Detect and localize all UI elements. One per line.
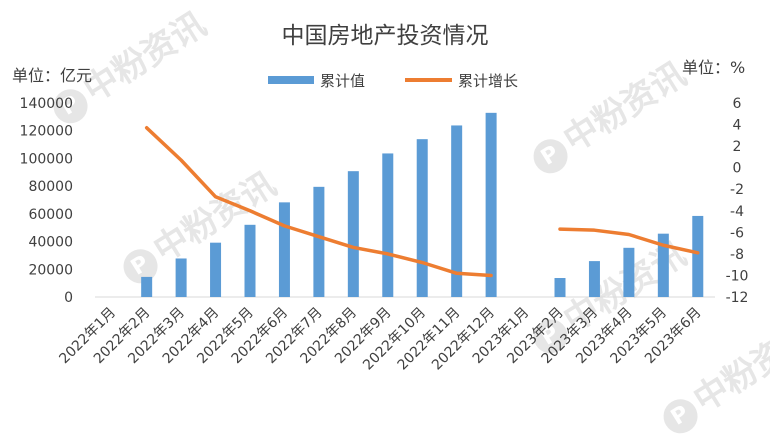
y-right-tick-label: 2: [733, 139, 742, 155]
line-segment: [558, 227, 700, 255]
chart-title: 中国房地产投资情况: [282, 23, 489, 49]
bar-mark: [554, 278, 566, 297]
y-left-tick-label: 80000: [28, 179, 73, 195]
y-right-tick-label: -2: [730, 182, 744, 198]
legend-label-line: 累计增长: [458, 72, 518, 90]
y-left-tick-label: 60000: [28, 207, 73, 223]
line-series: [144, 126, 700, 278]
bar-mark: [657, 233, 669, 297]
y-right-tick-label: -4: [730, 204, 744, 220]
legend-label-bar: 累计值: [320, 72, 365, 90]
y-right-tick-label: 6: [733, 96, 742, 112]
y-left-tick-label: 140000: [20, 96, 73, 112]
combo-chart: 中国房地产投资情况 单位：亿元 单位：% 累计值 累计增长 0 20000 4000…: [12, 23, 749, 373]
bar-mark: [278, 202, 290, 297]
bar-mark: [175, 258, 187, 297]
bar-mark: [382, 153, 394, 297]
y-left-tick-label: 120000: [20, 124, 73, 140]
bar-mark: [141, 276, 153, 297]
y-right-tick-label: 0: [733, 161, 742, 177]
y-right-tick-label: -6: [730, 225, 744, 241]
legend: 累计值 累计增长: [268, 72, 518, 90]
y-right-tick-label: -10: [726, 268, 749, 284]
bar-mark: [588, 261, 600, 297]
left-unit-label: 单位：亿元: [12, 66, 92, 85]
bar-mark: [347, 171, 359, 297]
bar-mark: [623, 247, 635, 297]
bar-mark: [416, 139, 428, 297]
right-unit-label: 单位：%: [682, 58, 745, 77]
bar-mark: [210, 242, 222, 297]
y-left-tick-label: 20000: [28, 262, 73, 278]
bar-mark: [485, 112, 497, 298]
y-right-tick-label: -8: [730, 247, 744, 263]
y-left-tick-label: 100000: [20, 151, 73, 167]
legend-swatch-bar: [268, 76, 314, 84]
bar-mark: [313, 186, 325, 297]
y-right-tick-label: 4: [733, 118, 742, 134]
line-segment: [144, 126, 493, 278]
y-right-tick-label: -12: [726, 290, 749, 306]
bar-mark: [451, 125, 463, 297]
bar-series: [141, 112, 704, 298]
y-left-tick-label: 40000: [28, 235, 73, 251]
bar-mark: [244, 224, 256, 297]
bar-mark: [692, 215, 704, 297]
y-left-tick-label: 0: [64, 290, 73, 306]
